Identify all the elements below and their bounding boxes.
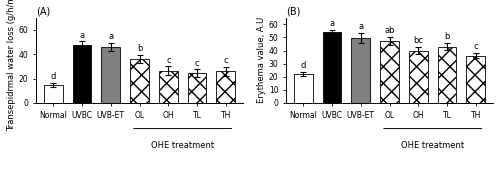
Bar (380, 41, 399, 103)
Text: (B): (B) (286, 7, 300, 17)
Y-axis label: Transepidrmal water loss (g/h/m²): Transepidrmal water loss (g/h/m²) (7, 0, 16, 131)
Text: c: c (195, 59, 200, 68)
Text: (A): (A) (36, 7, 51, 17)
Bar (130, 59, 149, 103)
Text: b: b (137, 44, 142, 53)
Text: a: a (358, 23, 364, 31)
Text: d: d (300, 61, 306, 70)
Text: d: d (50, 72, 56, 81)
Bar (159, 71, 178, 103)
Text: c: c (166, 56, 170, 65)
Bar (73, 45, 92, 103)
Text: bc: bc (414, 36, 424, 45)
Text: ab: ab (384, 26, 395, 35)
Bar (352, 38, 370, 103)
Bar (466, 56, 485, 103)
Bar (44, 85, 62, 103)
Y-axis label: Erythema value, A.U: Erythema value, A.U (257, 17, 266, 104)
Bar (102, 47, 120, 103)
Text: c: c (224, 56, 228, 65)
Bar (188, 73, 206, 103)
Bar (216, 71, 235, 103)
Text: OHE treatment: OHE treatment (151, 141, 214, 150)
Bar (409, 51, 428, 103)
Text: a: a (330, 19, 334, 27)
Text: OHE treatment: OHE treatment (401, 141, 464, 150)
Text: c: c (474, 42, 478, 51)
Text: b: b (444, 32, 450, 41)
Bar (294, 74, 312, 103)
Bar (438, 47, 456, 103)
Text: a: a (108, 32, 114, 41)
Bar (323, 32, 342, 103)
Text: a: a (80, 31, 84, 40)
